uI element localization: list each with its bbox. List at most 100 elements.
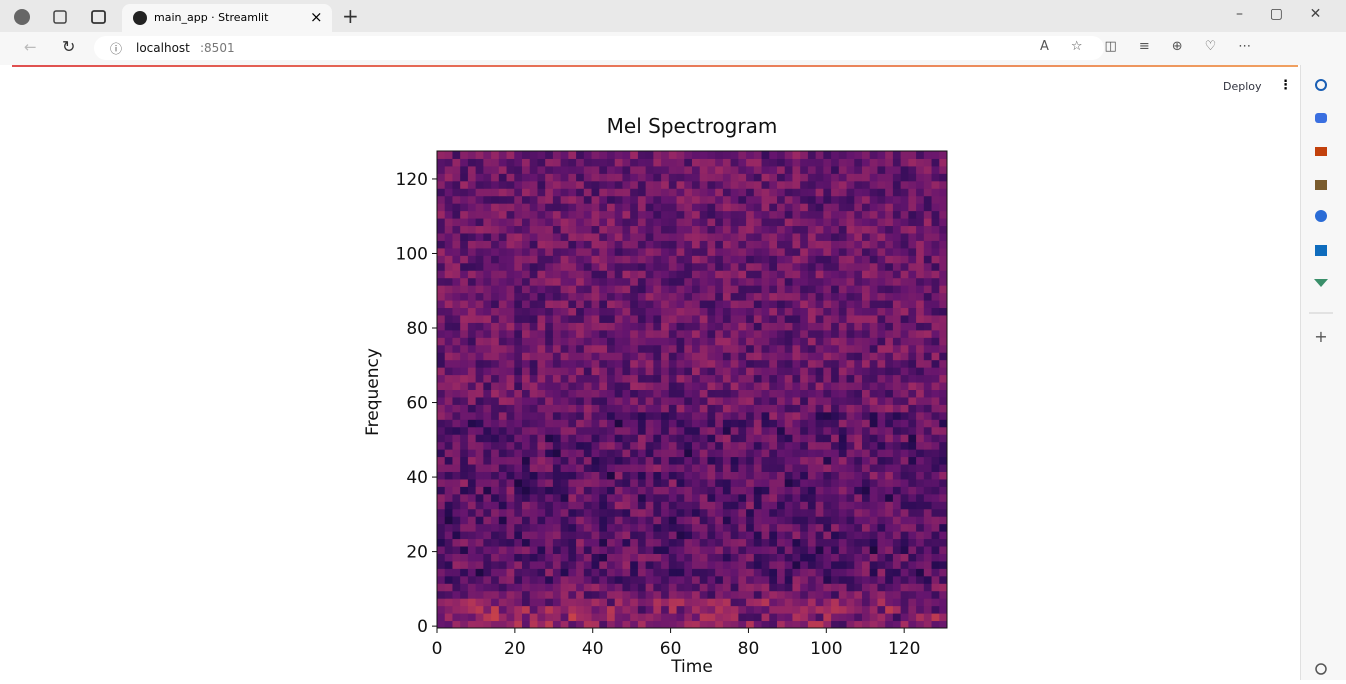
spectrogram-cell [499, 613, 507, 621]
spectrogram-cell [491, 375, 499, 383]
spectrogram-cell [522, 568, 530, 576]
spectrogram-cell [731, 524, 739, 532]
spectrogram-cell [669, 553, 677, 561]
spectrogram-cell [792, 158, 800, 166]
spectrogram-cell [785, 449, 793, 457]
spectrogram-cell [653, 546, 661, 554]
spectrogram-cell [491, 211, 499, 219]
spectrogram-cell [707, 330, 715, 338]
spectrogram-cell [684, 285, 692, 293]
url-box[interactable]: ⓘ localhost:8501 [94, 36, 1104, 60]
spectrogram-cell [893, 397, 901, 405]
tab[interactable]: main_app · Streamlit × [122, 4, 332, 32]
spectrogram-cell [483, 308, 491, 316]
spectrogram-cell [700, 583, 708, 591]
spectrogram-cell [808, 263, 816, 271]
spectrogram-cell [553, 546, 561, 554]
spectrogram-cell [607, 203, 615, 211]
spectrogram-cell [522, 360, 530, 368]
spectrogram-cell [785, 196, 793, 204]
spectrogram-cell [530, 561, 538, 569]
spectrogram-cell [514, 270, 522, 278]
spectrogram-cell [800, 255, 808, 263]
spectrogram-cell [638, 471, 646, 479]
spectrogram-cell [939, 315, 947, 323]
spectrogram-cell [839, 263, 847, 271]
spectrogram-cell [576, 226, 584, 234]
spectrogram-cell [545, 516, 553, 524]
spectrogram-cell [514, 233, 522, 241]
spectrogram-cell [932, 203, 940, 211]
spectrogram-cell [476, 226, 484, 234]
deploy-button[interactable]: Deploy [1223, 80, 1262, 93]
tab-close[interactable]: × [310, 8, 323, 26]
spectrogram-cell [452, 591, 460, 599]
spectrogram-cell [445, 181, 453, 189]
spectrogram-cell [638, 211, 646, 219]
spectrogram-cell [885, 568, 893, 576]
spectrogram-cell [545, 471, 553, 479]
reload-button[interactable]: ↻ [62, 37, 75, 56]
spectrogram-cell [514, 561, 522, 569]
spectrogram-cell [862, 211, 870, 219]
spectrogram-cell [908, 539, 916, 547]
spectrogram-cell [476, 263, 484, 271]
spectrogram-cell [839, 561, 847, 569]
spectrogram-cell [839, 203, 847, 211]
spectrogram-cell [901, 285, 909, 293]
spectrogram-cell [437, 330, 445, 338]
spectrogram-cell [932, 345, 940, 353]
spectrogram-cell [862, 337, 870, 345]
spectrogram-cell [615, 166, 623, 174]
spectrogram-cell [576, 427, 584, 435]
spectrogram-cell [476, 449, 484, 457]
spectrogram-cell [499, 524, 507, 532]
spectrogram-cell [924, 270, 932, 278]
spectrogram-cell [908, 218, 916, 226]
spectrogram-cell [553, 233, 561, 241]
spectrogram-cell [452, 621, 460, 629]
spectrogram-cell [901, 315, 909, 323]
spectrogram-cell [545, 345, 553, 353]
menu-button[interactable]: ⋮ [1279, 78, 1292, 93]
spectrogram-cell [700, 576, 708, 584]
spectrogram-cell [777, 591, 785, 599]
toolbar-icons[interactable]: A☆◫≡⊕♡⋯ [1040, 39, 1273, 54]
spectrogram-cell [553, 553, 561, 561]
spectrogram-cell [870, 308, 878, 316]
spectrogram-cell [669, 330, 677, 338]
spectrogram-cell [622, 188, 630, 196]
spectrogram-cell [661, 375, 669, 383]
spectrogram-cell [561, 158, 569, 166]
spectrogram-cell [476, 367, 484, 375]
sidebar: + [1300, 65, 1346, 680]
spectrogram-cell [537, 360, 545, 368]
spectrogram-cell [885, 390, 893, 398]
spectrogram-cell [615, 181, 623, 189]
spectrogram-cell [901, 509, 909, 517]
spectrogram-cell [445, 412, 453, 420]
spectrogram-cell [661, 516, 669, 524]
spectrogram-cell [692, 509, 700, 517]
spectrogram-cell [754, 248, 762, 256]
spectrogram-cell [599, 367, 607, 375]
spectrogram-cell [754, 278, 762, 286]
back-button[interactable]: ← [24, 38, 37, 56]
spectrogram-cell [553, 524, 561, 532]
spectrogram-cell [885, 419, 893, 427]
spectrogram-cell [777, 479, 785, 487]
spectrogram-cell [452, 308, 460, 316]
spectrogram-cell [553, 598, 561, 606]
spectrogram-cell [808, 598, 816, 606]
spectrogram-cell [630, 427, 638, 435]
spectrogram-cell [754, 561, 762, 569]
spectrogram-cell [738, 390, 746, 398]
spectrogram-cell [468, 531, 476, 539]
spectrogram-cell [877, 345, 885, 353]
spectrogram-cell [537, 397, 545, 405]
window-controls[interactable]: – ▢ ✕ [1236, 6, 1321, 22]
spectrogram-cell [746, 211, 754, 219]
spectrogram-cell [437, 561, 445, 569]
spectrogram-cell [893, 561, 901, 569]
new-tab[interactable]: + [342, 4, 359, 28]
